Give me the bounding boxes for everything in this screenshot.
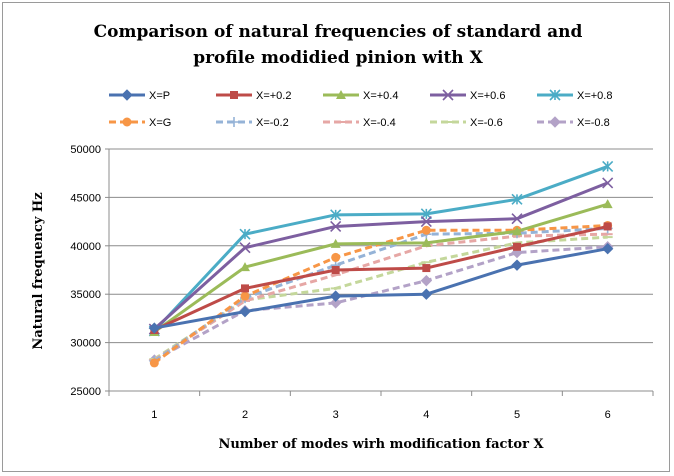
series-line — [153, 224, 608, 332]
series-group — [148, 160, 614, 368]
data-point — [239, 242, 251, 254]
series — [148, 242, 614, 334]
legend-item: X=+0.2 — [216, 90, 291, 102]
data-point — [230, 91, 238, 99]
axes: 25000 30000 35000 40000 45000 50000 1 2 3 4 5 6 — [70, 144, 654, 421]
y-tick-label: 40000 — [70, 241, 101, 253]
legend: X=P X=+0.2 X=+0.4 X=+0.6 X=+0.8 X=G X=-0.2 X=-0… — [109, 89, 612, 129]
data-point — [512, 226, 522, 236]
y-tick-label: 50000 — [70, 144, 101, 156]
chart-title-line-1: Comparison of natural frequencies of sta… — [94, 22, 583, 42]
legend-item: X=+0.6 — [430, 89, 505, 102]
series-line — [153, 181, 609, 331]
data-point — [331, 252, 341, 262]
data-point — [148, 322, 161, 334]
data-point — [602, 160, 614, 172]
line-chart: Comparison of natural frequencies of sta… — [31, 22, 654, 452]
data-point — [330, 220, 342, 233]
series — [149, 235, 613, 361]
y-tick-label: 35000 — [70, 289, 101, 301]
data-point — [511, 193, 523, 205]
legend-label: X=-0.6 — [470, 117, 503, 129]
data-point — [329, 290, 342, 302]
data-point — [602, 199, 613, 209]
legend-item: X=+0.4 — [323, 90, 398, 102]
legend-item: X=-0.4 — [323, 117, 396, 129]
data-point — [122, 117, 132, 127]
legend-label: X=+0.8 — [577, 90, 612, 102]
data-point — [420, 274, 433, 287]
data-point — [241, 284, 249, 293]
data-point — [229, 117, 239, 127]
data-point — [511, 213, 523, 225]
y-tick-label: 45000 — [70, 192, 101, 204]
data-point — [601, 242, 614, 255]
series-line — [154, 247, 608, 330]
legend-label: X=-0.8 — [577, 117, 610, 129]
y-tick-label: 25000 — [70, 386, 101, 398]
legend-item: X=-0.6 — [430, 117, 503, 129]
legend-label: X=-0.4 — [363, 117, 396, 129]
legend-item: X=-0.2 — [216, 117, 289, 129]
x-axis-title: Number of modes wirh modification factor… — [218, 437, 544, 452]
series — [148, 177, 614, 335]
data-point — [442, 89, 454, 101]
x-tick-label: 2 — [242, 409, 248, 421]
data-point — [549, 89, 561, 101]
data-point — [240, 262, 250, 272]
data-point — [330, 209, 342, 221]
data-point — [149, 358, 159, 368]
chart-title-line-2: profile modidied pinion with X — [193, 48, 483, 68]
series-line — [153, 202, 609, 334]
x-tick-label: 5 — [514, 409, 520, 421]
legend-label: X=+0.2 — [256, 90, 291, 102]
data-point — [420, 288, 433, 300]
legend-item: X=+0.8 — [537, 89, 612, 102]
data-point — [421, 225, 431, 235]
series — [149, 199, 613, 336]
data-point — [549, 116, 561, 128]
series-line — [153, 232, 608, 362]
legend-label: X=+0.4 — [363, 90, 398, 102]
y-tick-label: 30000 — [70, 338, 101, 350]
legend-label: X=P — [149, 90, 170, 102]
legend-item: X=-0.8 — [537, 116, 610, 129]
x-tick-label: 1 — [151, 409, 157, 421]
data-point — [329, 297, 342, 309]
x-tick-label: 6 — [605, 409, 611, 421]
y-axis-title: Natural frequency Hz — [31, 192, 46, 349]
data-point — [422, 264, 431, 273]
data-point — [239, 305, 251, 318]
series-line — [153, 245, 608, 362]
data-point — [331, 266, 340, 274]
data-point — [330, 238, 341, 248]
legend-label: X=+0.6 — [470, 90, 505, 102]
data-point — [511, 259, 523, 271]
legend-label: X=-0.2 — [256, 117, 289, 129]
data-point — [240, 291, 250, 301]
data-point — [121, 89, 133, 101]
data-point — [239, 228, 251, 240]
data-point — [602, 177, 614, 189]
series — [149, 232, 613, 362]
legend-label: X=G — [149, 117, 171, 129]
legend-item: X=G — [109, 117, 171, 129]
data-point — [336, 90, 346, 99]
legend-item: X=P — [109, 89, 170, 102]
x-tick-label: 3 — [333, 409, 339, 421]
data-point — [420, 216, 432, 228]
chart-frame: Comparison of natural frequencies of sta… — [2, 2, 670, 472]
x-tick-label: 4 — [423, 409, 429, 421]
data-point — [603, 222, 612, 231]
data-point — [513, 242, 521, 251]
series-line — [153, 165, 609, 333]
data-point — [421, 237, 432, 247]
